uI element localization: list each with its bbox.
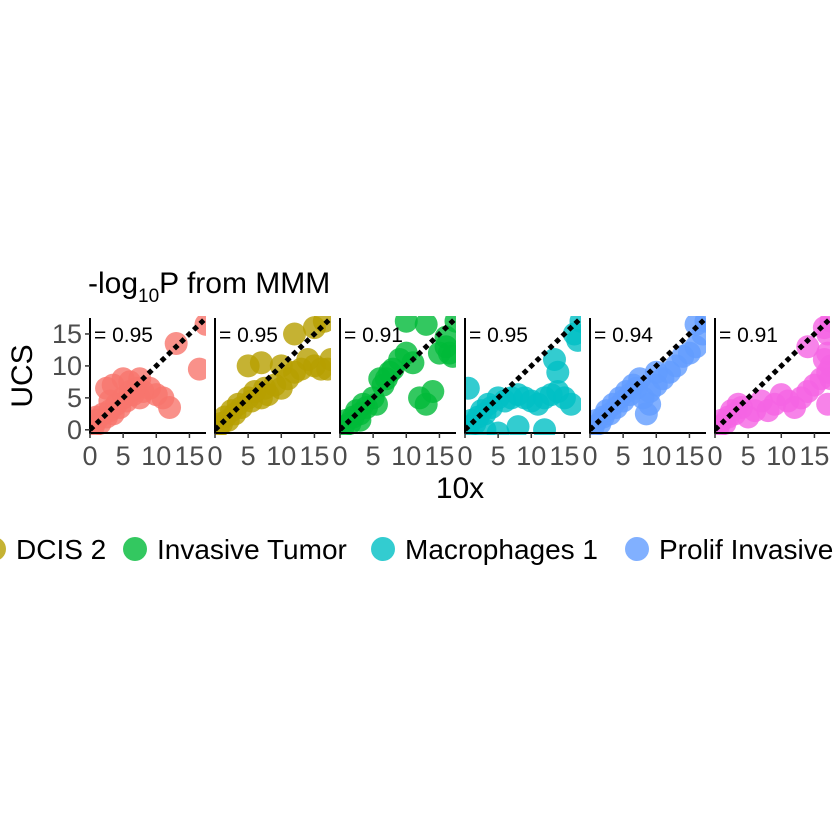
x-tick-label: 15 <box>799 441 829 471</box>
legend-key <box>123 537 147 561</box>
chart-title-subscript: 10 <box>138 286 159 307</box>
scatter-point <box>644 360 668 384</box>
x-tick-label: 5 <box>241 441 256 471</box>
correlation-label: = 0.91 <box>719 324 778 347</box>
facet-panel: = 0.91 0 5 10 15 <box>332 316 456 471</box>
x-tick-label: 15 <box>674 441 704 471</box>
legend-label: DCIS 2 <box>16 534 106 565</box>
x-tick-label: 5 <box>616 441 631 471</box>
scatter-point <box>158 395 182 419</box>
scatter-point <box>546 360 570 384</box>
x-tick-label: 10 <box>141 441 171 471</box>
y-tick-label: 15 <box>52 319 82 349</box>
scatter-point <box>506 415 530 435</box>
scatter-point <box>819 367 830 391</box>
x-tick-label: 10 <box>766 441 796 471</box>
legend-label: Macrophages 1 <box>405 534 598 565</box>
x-tick-label: 15 <box>174 441 204 471</box>
facet-panel: = 0.91 0 5 10 15 <box>707 316 830 471</box>
scatter-point <box>533 418 557 435</box>
legend-key <box>371 537 395 561</box>
scatter-point <box>319 348 331 372</box>
legend-key <box>0 538 6 560</box>
scatter-point <box>249 351 273 375</box>
x-tick-label: 15 <box>299 441 329 471</box>
correlation-label: = 0.94 <box>594 324 653 347</box>
x-tick-label: 0 <box>82 441 97 471</box>
scatter-point <box>812 316 830 340</box>
scatter-point <box>98 389 122 413</box>
x-tick-label: 5 <box>116 441 131 471</box>
scatter-point <box>414 316 438 336</box>
scatter-point <box>816 392 830 416</box>
x-tick-label: 10 <box>391 441 421 471</box>
x-tick-label: 5 <box>741 441 756 471</box>
legend-label: Invasive Tumor <box>157 534 347 565</box>
scatter-point <box>348 408 372 432</box>
chart-title-prefix: -log <box>88 267 138 300</box>
scatter-point <box>634 402 658 426</box>
chart-title: -log10P from MMM <box>88 267 330 307</box>
scatter-point <box>283 322 307 346</box>
x-tick-label: 10 <box>266 441 296 471</box>
correlation-label: = 0.91 <box>344 324 403 347</box>
x-tick-label: 5 <box>491 441 506 471</box>
x-tick-label: 0 <box>582 441 597 471</box>
scatter-point <box>566 328 581 352</box>
y-axis-title: UCS <box>6 344 39 407</box>
correlation-label: = 0.95 <box>219 324 278 347</box>
scatter-point <box>465 376 480 400</box>
scatter-point <box>187 357 206 381</box>
y-tick-label: 10 <box>52 351 82 381</box>
correlation-label: = 0.95 <box>94 324 153 347</box>
x-tick-label: 10 <box>641 441 671 471</box>
scatter-point <box>421 379 445 403</box>
legend-label: Prolif Invasive <box>659 534 833 565</box>
facet-panel: = 0.95 0 5 10 15 <box>457 316 581 471</box>
x-tick-label: 0 <box>207 441 222 471</box>
legend-key <box>625 537 649 561</box>
legend: DCIS 2 Invasive Tumor Macrophages 1 Prolif … <box>0 534 833 565</box>
scatter-point <box>434 325 456 349</box>
x-axis-title: 10x <box>436 472 484 505</box>
scatter-point <box>90 405 109 429</box>
x-tick-label: 15 <box>549 441 579 471</box>
facet-panel: = 0.94 0 5 10 15 <box>582 316 706 471</box>
correlation-label: = 0.95 <box>469 324 528 347</box>
x-tick-label: 10 <box>516 441 546 471</box>
scatter-point <box>441 344 456 368</box>
y-tick-label: 5 <box>67 383 82 413</box>
x-tick-label: 15 <box>424 441 454 471</box>
y-tick-label: 0 <box>67 415 82 445</box>
x-tick-label: 0 <box>457 441 472 471</box>
chart-title-suffix: P from MMM <box>159 267 330 300</box>
x-tick-label: 0 <box>707 441 722 471</box>
scatter-point <box>486 421 510 435</box>
scatter-point <box>394 316 418 333</box>
scatter-point <box>364 392 388 416</box>
facet-panel: = 0.95 0 5 10 15 <box>207 316 331 471</box>
x-tick-label: 0 <box>332 441 347 471</box>
x-tick-label: 5 <box>366 441 381 471</box>
scatter-point <box>559 392 581 416</box>
scatter-point <box>812 348 830 372</box>
scatter-point <box>796 335 820 359</box>
